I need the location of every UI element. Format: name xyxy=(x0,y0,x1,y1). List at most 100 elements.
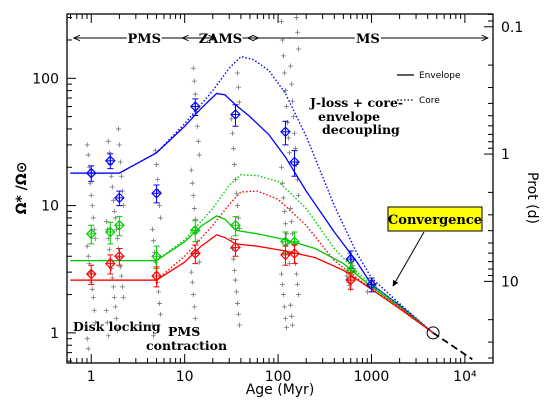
median-cross xyxy=(231,110,239,118)
observation-cross xyxy=(228,236,234,242)
observation-cross xyxy=(234,203,240,209)
median-cross xyxy=(347,255,355,263)
observation-cross xyxy=(196,259,202,265)
median-diamond xyxy=(189,101,201,112)
observation-cross xyxy=(118,173,124,179)
median-diamond xyxy=(104,155,116,167)
median-diamond xyxy=(345,274,357,286)
median-diamond xyxy=(104,258,116,269)
median-diamond xyxy=(289,248,300,259)
observation-cross xyxy=(154,162,160,168)
model-curve-solid xyxy=(70,215,434,334)
observation-cross xyxy=(281,304,287,310)
observation-cross xyxy=(85,152,91,158)
observation-cross xyxy=(295,29,301,35)
observation-cross xyxy=(88,193,94,199)
observation-cross xyxy=(158,311,164,317)
median-diamond xyxy=(189,224,201,236)
observation-cross xyxy=(90,294,96,300)
observation-cross xyxy=(190,292,196,298)
median-cross xyxy=(191,250,199,258)
median-cross xyxy=(291,238,299,246)
observation-cross xyxy=(92,320,98,326)
observation-cross xyxy=(92,236,98,242)
model-curve-dotted xyxy=(70,190,434,334)
median-cross xyxy=(347,276,355,284)
observation-cross xyxy=(283,325,289,331)
observation-cross xyxy=(90,215,96,221)
observation-cross xyxy=(288,302,294,308)
median-cross xyxy=(87,230,95,238)
observation-cross xyxy=(281,70,287,76)
observation-cross xyxy=(116,142,122,148)
observation-cross xyxy=(84,142,90,148)
observation-cross xyxy=(91,307,97,313)
observation-cross xyxy=(156,289,162,295)
sun-marker xyxy=(426,326,440,340)
median-diamond xyxy=(280,249,291,261)
y-axis-label: Ω* /Ω⊙ xyxy=(14,162,30,215)
observation-cross xyxy=(291,114,297,120)
median-diamond xyxy=(114,192,125,204)
y-tick-label: 1 xyxy=(50,326,59,342)
median-cross xyxy=(367,280,375,288)
observation-cross xyxy=(106,247,112,253)
observation-cross xyxy=(151,333,157,339)
observation-cross xyxy=(117,159,123,165)
observation-cross xyxy=(278,164,284,170)
model-curve-dashed xyxy=(432,332,473,361)
observation-cross xyxy=(188,269,194,275)
observation-cross xyxy=(235,311,241,317)
observation-cross xyxy=(280,53,286,59)
pms-annotation: PMS xyxy=(168,324,200,339)
axes xyxy=(66,13,494,364)
median-diamond xyxy=(114,219,125,231)
observation-cross xyxy=(281,208,287,214)
median-diamond xyxy=(230,109,241,120)
convergence-box xyxy=(387,206,483,232)
observation-cross xyxy=(111,208,117,214)
observation-cross xyxy=(191,78,197,84)
x-tick-label: 1000 xyxy=(354,369,390,385)
median-diamond xyxy=(151,250,162,262)
observation-cross xyxy=(282,88,288,94)
observation-cross xyxy=(188,167,194,173)
median-cross xyxy=(231,221,239,229)
observation-cross xyxy=(112,215,118,221)
observation-cross xyxy=(110,284,116,290)
observation-cross xyxy=(230,146,236,152)
median-diamond xyxy=(104,226,116,238)
observation-cross xyxy=(282,315,288,321)
observation-cross xyxy=(118,273,124,279)
observed-median-points xyxy=(85,98,440,340)
observation-cross xyxy=(286,261,292,267)
median-cross xyxy=(191,103,199,111)
observation-cross xyxy=(189,279,195,285)
model-curve-dotted xyxy=(70,173,434,334)
median-cross xyxy=(291,250,299,258)
observation-cross xyxy=(108,173,114,179)
observation-cross xyxy=(296,292,302,298)
observation-cross xyxy=(84,243,90,249)
observation-cross xyxy=(110,197,116,203)
observation-cross xyxy=(91,226,97,232)
disk-locking-annotation: Disk locking xyxy=(73,319,161,334)
median-cross xyxy=(87,169,95,177)
observation-cross xyxy=(289,313,295,319)
observation-cross xyxy=(105,333,111,339)
observation-cross xyxy=(89,286,95,292)
observation-cross xyxy=(190,193,196,199)
legend-core-label: Core xyxy=(419,96,440,106)
x-axis-label: Age (Myr) xyxy=(246,382,315,398)
observation-cross xyxy=(233,289,239,295)
phase-label: MS xyxy=(356,32,380,47)
phase-arrows: PMS ZAMS MS xyxy=(74,32,488,47)
envelope-annotation: envelope xyxy=(318,109,380,124)
contraction-annotation: contraction xyxy=(146,338,227,353)
observation-cross xyxy=(278,271,284,277)
median-cross xyxy=(231,243,239,251)
observation-cross xyxy=(280,195,286,201)
y2-axis-label: Prot (d) xyxy=(524,172,540,224)
observation-cross xyxy=(229,130,235,136)
